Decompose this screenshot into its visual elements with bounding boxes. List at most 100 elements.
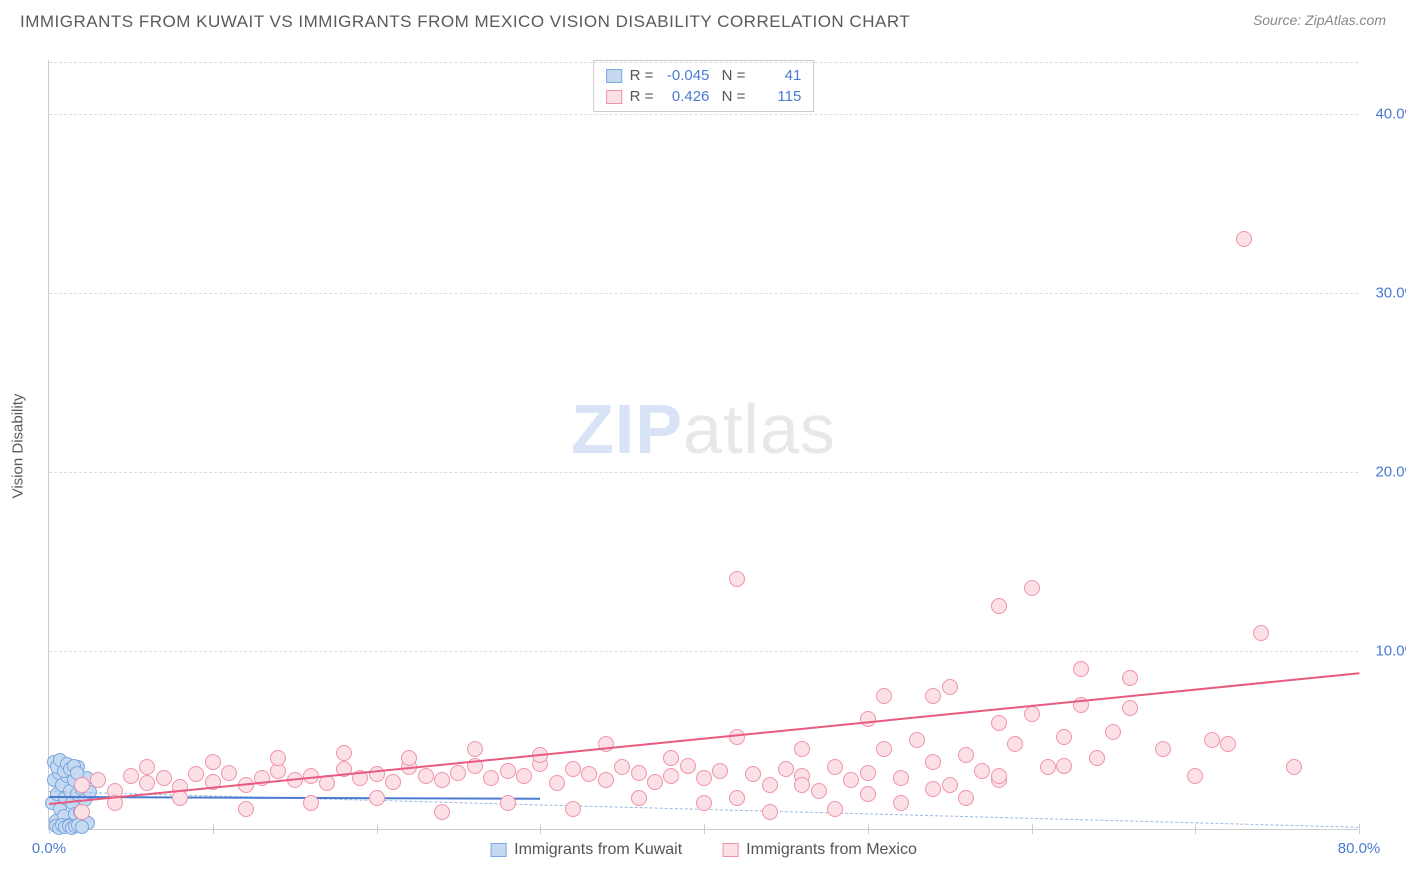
- scatter-point: [860, 711, 876, 727]
- grid-line: [49, 472, 1358, 473]
- scatter-point: [1204, 732, 1220, 748]
- stat-label: R =: [630, 65, 654, 86]
- scatter-point: [925, 688, 941, 704]
- scatter-point: [565, 761, 581, 777]
- scatter-point: [1024, 580, 1040, 596]
- scatter-point: [1155, 741, 1171, 757]
- y-tick-label: 30.0%: [1363, 284, 1406, 301]
- scatter-point: [385, 774, 401, 790]
- scatter-point: [139, 775, 155, 791]
- legend-item-mexico: Immigrants from Mexico: [722, 841, 917, 859]
- x-tick: [377, 824, 378, 834]
- stats-row: R = 0.426 N = 115: [606, 86, 802, 107]
- scatter-point: [319, 775, 335, 791]
- scatter-point: [1056, 729, 1072, 745]
- scatter-point: [1286, 759, 1302, 775]
- scatter-point: [696, 770, 712, 786]
- scatter-point: [778, 761, 794, 777]
- scatter-point: [712, 763, 728, 779]
- y-axis-label: Vision Disability: [10, 394, 27, 499]
- scatter-point: [500, 763, 516, 779]
- stat-label: R =: [630, 86, 654, 107]
- scatter-point: [827, 759, 843, 775]
- scatter-point: [156, 770, 172, 786]
- y-tick-label: 40.0%: [1363, 105, 1406, 122]
- bottom-legend: Immigrants from Kuwait Immigrants from M…: [490, 841, 917, 859]
- watermark: ZIPatlas: [571, 389, 836, 469]
- scatter-point: [75, 820, 89, 834]
- scatter-point: [336, 745, 352, 761]
- legend-swatch-kuwait: [490, 843, 506, 857]
- scatter-point: [221, 765, 237, 781]
- series-swatch-kuwait: [606, 69, 622, 83]
- scatter-point: [549, 775, 565, 791]
- scatter-point: [696, 795, 712, 811]
- x-tick: [540, 824, 541, 834]
- scatter-point: [401, 750, 417, 766]
- x-tick-label: 0.0%: [32, 840, 66, 857]
- scatter-chart: ZIPatlas R = -0.045 N = 41 R = 0.426 N =…: [48, 60, 1358, 830]
- scatter-point: [958, 790, 974, 806]
- series-swatch-mexico: [606, 90, 622, 104]
- x-tick: [868, 824, 869, 834]
- scatter-point: [729, 571, 745, 587]
- scatter-point: [123, 768, 139, 784]
- scatter-point: [1040, 759, 1056, 775]
- y-tick-label: 10.0%: [1363, 642, 1406, 659]
- scatter-point: [303, 795, 319, 811]
- legend-swatch-mexico: [722, 843, 738, 857]
- scatter-point: [827, 801, 843, 817]
- scatter-point: [1122, 700, 1138, 716]
- scatter-point: [483, 770, 499, 786]
- scatter-point: [1122, 670, 1138, 686]
- scatter-point: [139, 759, 155, 775]
- scatter-point: [1220, 736, 1236, 752]
- scatter-point: [369, 790, 385, 806]
- scatter-point: [631, 790, 647, 806]
- scatter-point: [1253, 625, 1269, 641]
- scatter-point: [238, 801, 254, 817]
- stat-label: N =: [717, 86, 745, 107]
- scatter-point: [794, 741, 810, 757]
- scatter-point: [1056, 758, 1072, 774]
- scatter-point: [794, 777, 810, 793]
- scatter-point: [74, 777, 90, 793]
- x-tick: [1032, 824, 1033, 834]
- scatter-point: [434, 772, 450, 788]
- scatter-point: [188, 766, 204, 782]
- grid-line: [49, 62, 1358, 63]
- n-value-kuwait: 41: [753, 65, 801, 86]
- scatter-point: [860, 786, 876, 802]
- x-tick: [704, 824, 705, 834]
- n-value-mexico: 115: [753, 86, 801, 107]
- scatter-point: [663, 768, 679, 784]
- scatter-point: [925, 754, 941, 770]
- grid-line: [49, 114, 1358, 115]
- scatter-point: [843, 772, 859, 788]
- scatter-point: [876, 688, 892, 704]
- scatter-point: [1007, 736, 1023, 752]
- correlation-stats-box: R = -0.045 N = 41 R = 0.426 N = 115: [593, 60, 815, 112]
- scatter-point: [1187, 768, 1203, 784]
- legend-label: Immigrants from Mexico: [746, 841, 917, 859]
- scatter-point: [893, 795, 909, 811]
- scatter-point: [1073, 661, 1089, 677]
- r-value-mexico: 0.426: [661, 86, 709, 107]
- source-attribution: Source: ZipAtlas.com: [1253, 12, 1386, 28]
- scatter-point: [516, 768, 532, 784]
- r-value-kuwait: -0.045: [661, 65, 709, 86]
- grid-line: [49, 651, 1358, 652]
- scatter-point: [974, 763, 990, 779]
- scatter-point: [860, 765, 876, 781]
- scatter-point: [598, 772, 614, 788]
- y-tick-label: 20.0%: [1363, 463, 1406, 480]
- scatter-point: [1024, 706, 1040, 722]
- x-tick: [1359, 824, 1360, 834]
- scatter-point: [581, 766, 597, 782]
- stat-label: N =: [717, 65, 745, 86]
- x-tick: [1195, 824, 1196, 834]
- legend-label: Immigrants from Kuwait: [514, 841, 682, 859]
- scatter-point: [991, 715, 1007, 731]
- scatter-point: [614, 759, 630, 775]
- scatter-point: [958, 747, 974, 763]
